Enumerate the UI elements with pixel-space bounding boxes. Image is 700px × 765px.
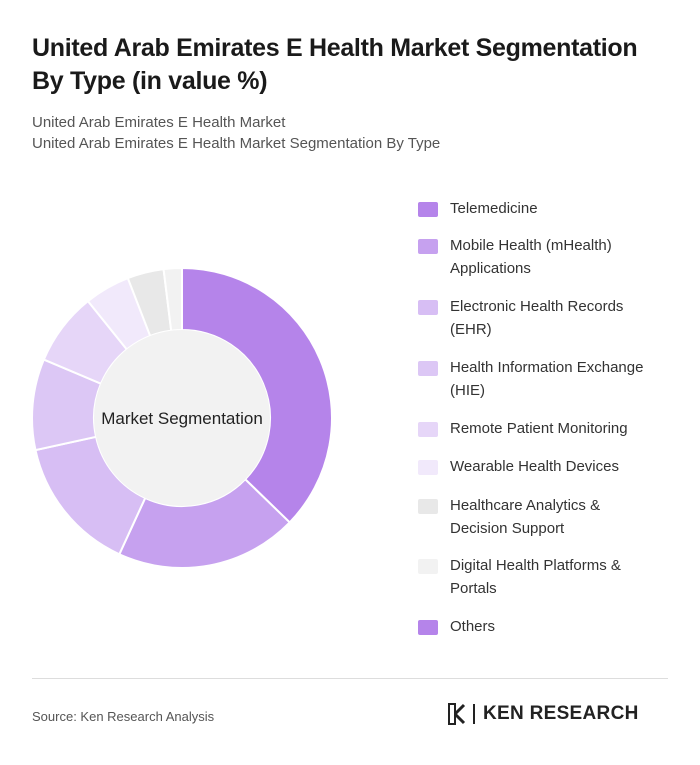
- donut-center-label: Market Segmentation: [101, 409, 263, 428]
- legend-item[interactable]: Mobile Health (mHealth) Applications: [418, 235, 650, 280]
- chart-subtitle-segmentation: United Arab Emirates E Health Market Seg…: [32, 135, 441, 152]
- legend-item[interactable]: Health Information Exchange (HIE): [418, 357, 650, 402]
- legend-swatch: [418, 300, 438, 315]
- legend-swatch: [418, 361, 438, 376]
- ken-research-logo-icon: [448, 703, 466, 725]
- legend-swatch: [418, 620, 438, 635]
- legend-label: Healthcare Analytics & Decision Support: [450, 497, 601, 537]
- legend-item[interactable]: Healthcare Analytics & Decision Support: [418, 495, 650, 540]
- legend-label: Wearable Health Devices: [450, 458, 619, 475]
- chart-subtitle-market: United Arab Emirates E Health Market: [32, 114, 286, 131]
- legend-label: Remote Patient Monitoring: [450, 420, 628, 437]
- legend-label: Digital Health Platforms & Portals: [450, 557, 621, 597]
- legend-swatch: [418, 559, 438, 574]
- ken-research-logo-text: KEN RESEARCH: [473, 704, 639, 724]
- legend-swatch: [418, 202, 438, 217]
- footer-divider: [32, 678, 668, 679]
- legend-swatch: [418, 499, 438, 514]
- source-note: Source: Ken Research Analysis: [32, 709, 215, 724]
- legend-label: Health Information Exchange (HIE): [450, 359, 644, 399]
- legend-item[interactable]: Remote Patient Monitoring: [418, 418, 650, 441]
- legend-swatch: [418, 239, 438, 254]
- legend-item[interactable]: Electronic Health Records (EHR): [418, 296, 650, 341]
- donut-center: [94, 330, 270, 506]
- ken-research-logo: KEN RESEARCH: [447, 702, 639, 726]
- legend-swatch: [418, 422, 438, 437]
- legend-label: Telemedicine: [450, 200, 538, 217]
- legend-label: Others: [450, 618, 496, 635]
- legend-label: Mobile Health (mHealth) Applications: [450, 237, 612, 277]
- legend-item[interactable]: Digital Health Platforms & Portals: [418, 555, 650, 600]
- legend-label: Electronic Health Records (EHR): [450, 298, 624, 338]
- legend-item[interactable]: Others: [418, 616, 650, 639]
- chart-title: United Arab Emirates E Health Market Seg…: [32, 34, 638, 95]
- donut-chart: Market Segmentation: [31, 266, 333, 569]
- legend-swatch: [418, 460, 438, 475]
- legend-item[interactable]: Telemedicine: [418, 198, 650, 221]
- legend-item[interactable]: Wearable Health Devices: [418, 456, 650, 479]
